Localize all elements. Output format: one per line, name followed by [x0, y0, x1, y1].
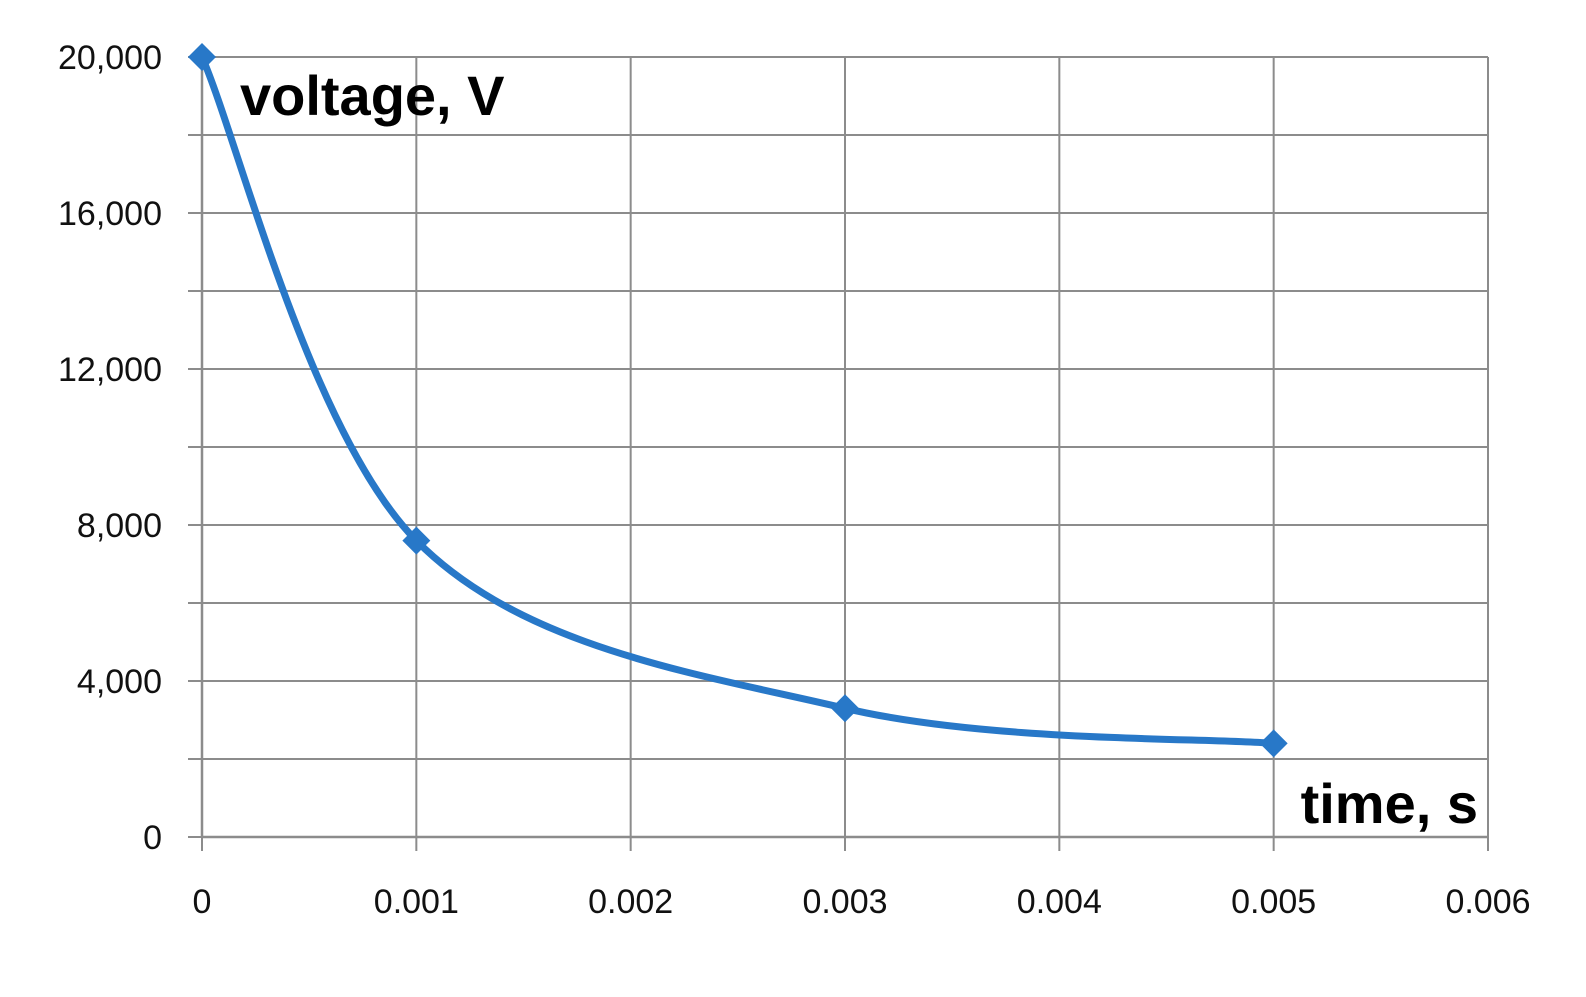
- x-axis-title: time, s: [1301, 772, 1478, 835]
- x-tick-label: 0.002: [588, 883, 673, 921]
- axes: [188, 56, 1489, 851]
- y-tick-label: 12,000: [58, 351, 162, 389]
- x-tick-label: 0.003: [802, 883, 887, 921]
- x-tick-label: 0: [193, 883, 212, 921]
- data-point-marker: [402, 526, 431, 555]
- y-tick-label: 16,000: [58, 195, 162, 233]
- y-axis-title: voltage, V: [240, 64, 505, 127]
- y-tick-label: 0: [143, 819, 162, 857]
- x-tick-label: 0.005: [1231, 883, 1316, 921]
- y-tick-label: 8,000: [77, 507, 162, 545]
- y-tick-label: 4,000: [77, 663, 162, 701]
- series-line: [198, 53, 1278, 747]
- y-tick-label: 20,000: [58, 39, 162, 77]
- data-point-marker: [188, 43, 216, 71]
- data-point-marker: [1259, 729, 1288, 758]
- x-tick-label: 0.004: [1017, 883, 1102, 921]
- series-group: [188, 43, 1288, 758]
- data-point-marker: [831, 694, 859, 723]
- y-axis-tick-labels: 0 4,000 8,000 12,000 16,000 20,000: [58, 39, 162, 857]
- x-axis-tick-labels: 0 0.001 0.002 0.003 0.004 0.005 0.006: [193, 883, 1531, 921]
- x-tick-label: 0.006: [1445, 883, 1530, 921]
- x-tick-label: 0.001: [374, 883, 459, 921]
